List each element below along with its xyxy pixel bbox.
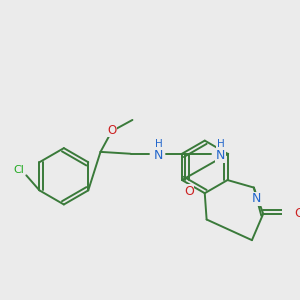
Text: H: H: [217, 140, 225, 149]
Text: Cl: Cl: [14, 165, 24, 175]
Text: N: N: [216, 149, 225, 162]
Text: N: N: [252, 192, 261, 205]
Text: O: O: [107, 124, 116, 137]
Text: H: H: [155, 140, 163, 149]
Text: O: O: [184, 185, 194, 198]
Text: O: O: [294, 207, 300, 220]
Text: N: N: [154, 149, 164, 162]
